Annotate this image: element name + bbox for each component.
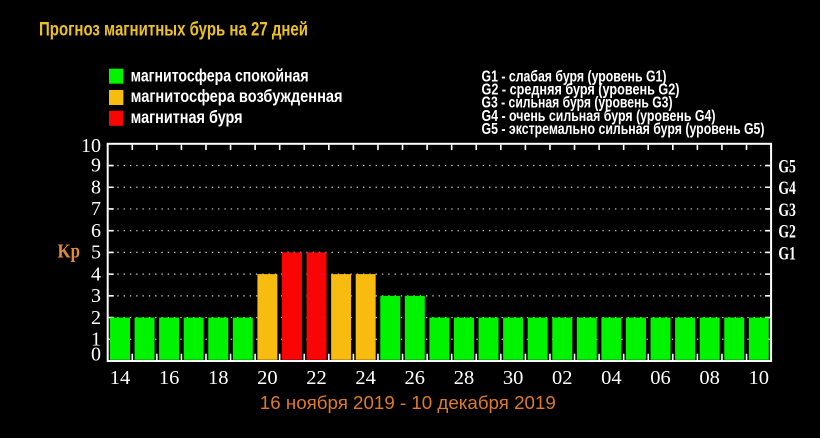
svg-text:06: 06 — [650, 367, 671, 389]
svg-text:6: 6 — [91, 220, 101, 242]
svg-text:4: 4 — [91, 263, 101, 285]
svg-text:14: 14 — [110, 367, 131, 389]
svg-text:G4 - очень сильная буря (урове: G4 - очень сильная буря (уровень G4) — [482, 108, 716, 125]
svg-text:магнитосфера спокойная: магнитосфера спокойная — [131, 65, 309, 85]
svg-text:02: 02 — [552, 367, 573, 389]
svg-text:5: 5 — [91, 242, 101, 264]
svg-text:16 ноября 2019 - 10 декабря 20: 16 ноября 2019 - 10 декабря 2019 — [260, 393, 556, 413]
svg-text:G2 - средняя буря (уровень G2): G2 - средняя буря (уровень G2) — [482, 82, 680, 99]
svg-text:Kp: Kp — [58, 240, 81, 262]
svg-text:24: 24 — [355, 367, 376, 389]
svg-text:3: 3 — [91, 285, 101, 307]
svg-text:магнитная буря: магнитная буря — [131, 107, 243, 127]
svg-text:G1 - слабая буря (уровень G1): G1 - слабая буря (уровень G1) — [482, 68, 667, 85]
svg-text:G3: G3 — [778, 200, 796, 221]
svg-text:18: 18 — [208, 367, 229, 389]
svg-text:G3 - сильная буря (уровень G3): G3 - сильная буря (уровень G3) — [482, 95, 673, 112]
svg-text:8: 8 — [91, 176, 101, 198]
svg-text:20: 20 — [257, 367, 278, 389]
svg-text:10: 10 — [81, 135, 101, 157]
svg-text:10: 10 — [749, 367, 770, 389]
svg-text:08: 08 — [699, 367, 720, 389]
svg-text:G5 - экстремально сильная буря: G5 - экстремально сильная буря (уровень … — [482, 121, 765, 138]
svg-text:22: 22 — [306, 367, 327, 389]
svg-text:9: 9 — [91, 155, 101, 177]
svg-text:0: 0 — [91, 343, 101, 365]
svg-text:26: 26 — [405, 367, 426, 389]
svg-text:1: 1 — [91, 328, 101, 350]
svg-text:G5: G5 — [778, 157, 796, 178]
svg-text:30: 30 — [503, 367, 524, 389]
svg-text:Прогноз магнитных бурь на 27 д: Прогноз магнитных бурь на 27 дней — [39, 19, 308, 40]
svg-text:16: 16 — [159, 367, 180, 389]
svg-text:магнитосфера возбужденная: магнитосфера возбужденная — [131, 86, 343, 106]
svg-text:7: 7 — [91, 198, 101, 220]
svg-text:28: 28 — [454, 367, 475, 389]
svg-text:G1: G1 — [778, 243, 796, 264]
svg-text:2: 2 — [91, 307, 101, 329]
svg-text:G4: G4 — [778, 178, 796, 199]
svg-text:G2: G2 — [778, 222, 796, 243]
svg-text:04: 04 — [601, 367, 622, 389]
